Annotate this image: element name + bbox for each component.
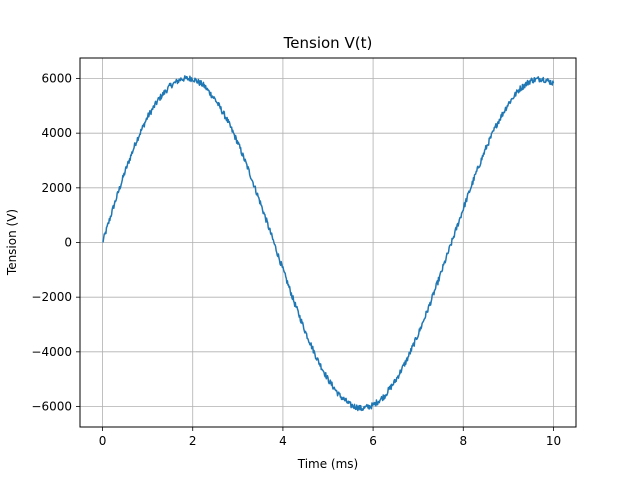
series-line — [102, 75, 555, 412]
tick-layer: 0 2 4 6 8 10 −6000 −4000 −2000 0 2000 4000 6000 — [31, 72, 561, 449]
x-tick-label: 8 — [459, 434, 467, 448]
y-tick-label: 2000 — [41, 181, 72, 195]
x-tick-label: 0 — [99, 434, 107, 448]
x-tick-label: 10 — [546, 434, 561, 448]
y-tick-label: −6000 — [31, 400, 72, 414]
x-tick-label: 2 — [189, 434, 197, 448]
chart-title: Tension V(t) — [283, 34, 373, 52]
y-tick-label: 4000 — [41, 126, 72, 140]
y-tick-label: 6000 — [41, 72, 72, 86]
grid-layer — [80, 58, 576, 427]
y-tick-label: −4000 — [31, 345, 72, 359]
y-tick-label: 0 — [64, 236, 72, 250]
y-tick-label: −2000 — [31, 290, 72, 304]
y-axis-label: Tension (V) — [5, 209, 19, 276]
x-axis-label: Time (ms) — [297, 457, 359, 471]
x-tick-label: 4 — [279, 434, 287, 448]
series-layer — [102, 75, 555, 412]
x-tick-label: 6 — [369, 434, 377, 448]
